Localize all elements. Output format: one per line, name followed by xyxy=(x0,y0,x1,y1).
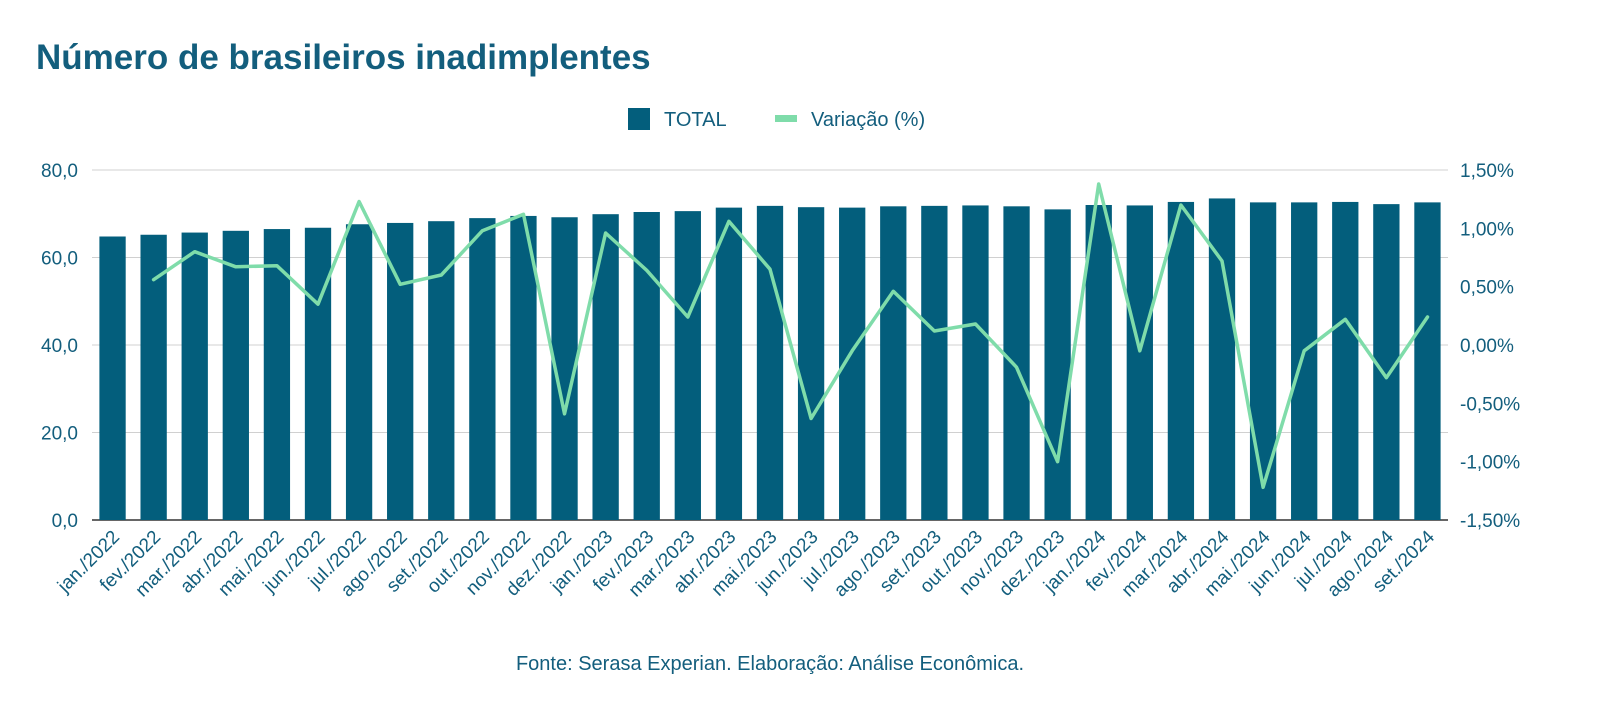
bar-set./2023 xyxy=(921,205,948,520)
right-axis-tick-label: -1,00% xyxy=(1460,453,1520,474)
legend-swatch-variacao xyxy=(775,115,797,122)
right-axis-tick-label: 0,00% xyxy=(1460,336,1514,357)
bar-set./2022 xyxy=(428,221,455,520)
legend-label-variacao: Variação (%) xyxy=(811,109,925,131)
bar-jun./2022 xyxy=(304,227,332,520)
bar-out./2022 xyxy=(469,218,496,520)
bar-set./2024 xyxy=(1414,202,1441,520)
bar-out./2023 xyxy=(962,205,989,520)
bar-mai./2023 xyxy=(756,205,784,520)
bar-mar./2024 xyxy=(1167,201,1195,520)
legend-label-total: TOTAL xyxy=(664,109,727,131)
right-axis-tick-label: 1,50% xyxy=(1460,161,1514,182)
bar-abr./2022 xyxy=(222,230,249,520)
right-axis-tick-label: 0,50% xyxy=(1460,278,1514,299)
bar-abr./2024 xyxy=(1208,198,1236,520)
bar-nov./2023 xyxy=(1003,206,1030,520)
chart-title: Número de brasileiros inadimplentes xyxy=(36,38,651,77)
line-series-variacao xyxy=(151,182,1430,490)
bar-jan./2024 xyxy=(1085,205,1112,520)
bar-dez./2023 xyxy=(1044,209,1071,520)
x-axis-ticks: jan./2022fev./2022mar./2022abr./2022mai.… xyxy=(53,526,1439,601)
bar-jan./2022 xyxy=(99,236,126,520)
bar-jun./2023 xyxy=(797,207,825,520)
left-axis-tick-label: 0,0 xyxy=(52,511,78,532)
bar-abr./2023 xyxy=(715,207,743,520)
bar-fev./2024 xyxy=(1126,205,1153,520)
bar-ago./2022 xyxy=(387,222,414,520)
bar-mar./2022 xyxy=(181,232,208,520)
bar-fev./2022 xyxy=(140,234,167,520)
bar-fev./2023 xyxy=(633,212,660,520)
source-note: Fonte: Serasa Experian. Elaboração: Anál… xyxy=(516,653,1024,675)
bar-mai./2022 xyxy=(263,229,291,520)
left-axis: 0,0 20,0 40,0 60,0 80,0 xyxy=(41,161,78,532)
bar-mai./2024 xyxy=(1249,202,1277,520)
bar-series-total xyxy=(99,198,1441,520)
bar-jun./2024 xyxy=(1291,202,1318,520)
right-axis-tick-label: 1,00% xyxy=(1460,219,1514,240)
right-axis: -1,50% -1,00% -0,50% 0,00% 0,50% 1,00% 1,50% xyxy=(1460,161,1520,532)
bar-jan./2023 xyxy=(592,214,619,520)
left-axis-tick-label: 20,0 xyxy=(41,424,78,445)
left-axis-tick-label: 40,0 xyxy=(41,336,78,357)
left-axis-tick-label: 60,0 xyxy=(41,249,78,270)
legend[interactable]: TOTAL Variação (%) xyxy=(628,108,925,131)
legend-swatch-total xyxy=(628,108,650,130)
right-axis-tick-label: -0,50% xyxy=(1460,394,1520,415)
bar-nov./2022 xyxy=(510,215,537,520)
bar-ago./2023 xyxy=(880,206,907,520)
right-axis-tick-label: -1,50% xyxy=(1460,511,1520,532)
bar-jul./2022 xyxy=(345,224,373,520)
bar-mar./2023 xyxy=(674,211,701,520)
bar-jul./2024 xyxy=(1332,201,1359,520)
left-axis-tick-label: 80,0 xyxy=(41,161,78,182)
line-path-variacao xyxy=(151,182,1430,490)
